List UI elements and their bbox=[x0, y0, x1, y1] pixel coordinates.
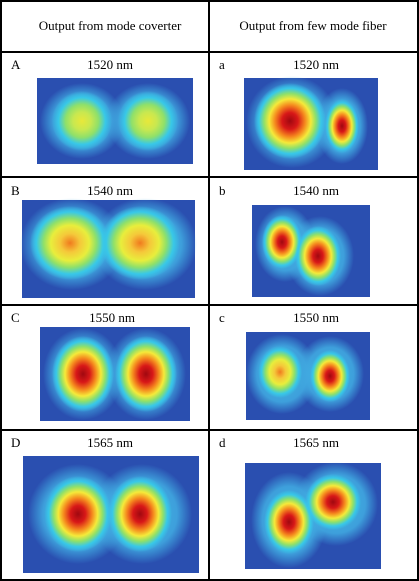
panel-label-b: b bbox=[219, 183, 226, 198]
mode-image-D bbox=[23, 456, 199, 573]
mode-image-A bbox=[37, 78, 193, 164]
mode-image-c bbox=[246, 332, 370, 420]
wavelength-c: 1550 nm bbox=[293, 310, 339, 325]
wavelength-C: 1550 nm bbox=[89, 310, 135, 325]
wavelength-a: 1520 nm bbox=[293, 57, 339, 72]
mode-image-C bbox=[40, 327, 190, 421]
header-right: Output from few mode fiber bbox=[239, 18, 387, 33]
wavelength-b: 1540 nm bbox=[293, 183, 339, 198]
wavelength-A: 1520 nm bbox=[87, 57, 133, 72]
mode-image-a bbox=[244, 76, 378, 170]
mode-image-B bbox=[20, 198, 197, 298]
panel-label-d: d bbox=[219, 435, 226, 450]
wavelength-d: 1565 nm bbox=[293, 435, 339, 450]
panel-label-a: a bbox=[219, 57, 225, 72]
panel-label-c: c bbox=[219, 310, 225, 325]
panel-label-C: C bbox=[11, 310, 20, 325]
mode-image-d bbox=[245, 462, 381, 569]
header-left: Output from mode coverter bbox=[39, 18, 182, 33]
wavelength-B: 1540 nm bbox=[87, 183, 133, 198]
panel-label-A: A bbox=[11, 57, 21, 72]
wavelength-D: 1565 nm bbox=[87, 435, 133, 450]
panel-label-D: D bbox=[11, 435, 20, 450]
mode-image-b bbox=[252, 205, 370, 297]
panel-label-B: B bbox=[11, 183, 20, 198]
